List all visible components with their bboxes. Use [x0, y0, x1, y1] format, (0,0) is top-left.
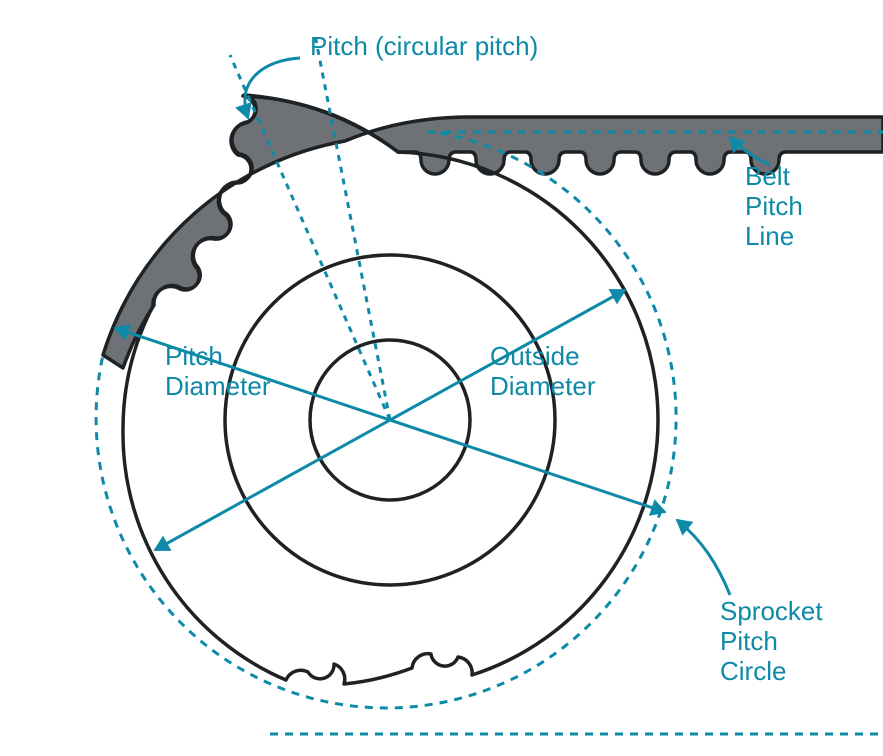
pitch-ray-2 — [315, 35, 390, 420]
sprocket-pitch-circle-leader — [677, 520, 730, 595]
label-pitch-circular: Pitch (circular pitch) — [310, 31, 538, 61]
label-belt-pitch-line: Belt Pitch Line — [745, 161, 810, 251]
label-sprocket-pitch-circle: Sprocket Pitch Circle — [720, 596, 830, 686]
label-outside-diameter: Outside Diameter — [490, 341, 596, 401]
label-pitch-diameter: Pitch Diameter — [165, 341, 271, 401]
sprocket-belt-diagram: :root { --accent:#0e8aa8; --outline:#1e2… — [0, 0, 883, 756]
